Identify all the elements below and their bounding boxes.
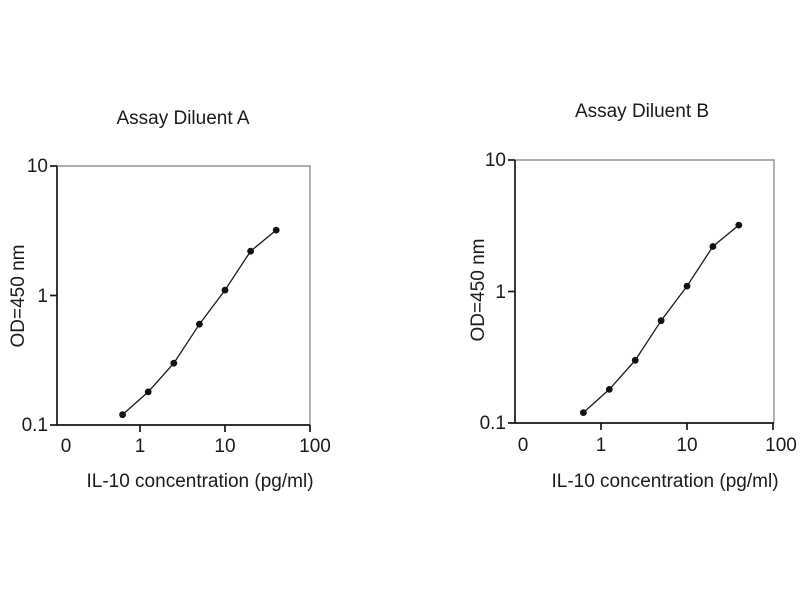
plot-box-border xyxy=(57,165,311,425)
data-point xyxy=(221,286,229,294)
x-tick-label: 10 xyxy=(214,436,236,457)
x-axis-title: IL-10 concentration (pg/ml) xyxy=(86,471,314,492)
data-point xyxy=(683,282,691,290)
y-tick-label: 0.1 xyxy=(21,415,48,436)
axes xyxy=(56,166,310,426)
data-point xyxy=(735,221,743,229)
data-point xyxy=(170,359,178,367)
plot-area-b xyxy=(508,159,775,430)
y-tick-label: 1 xyxy=(37,285,48,307)
data-point xyxy=(119,411,126,419)
data-point xyxy=(272,226,280,234)
data-point xyxy=(247,247,255,255)
x-tick-label: 0 xyxy=(517,435,529,456)
data-point xyxy=(631,356,639,364)
data-point xyxy=(580,409,587,416)
x-tick-label: 1 xyxy=(595,435,607,456)
axes xyxy=(514,160,774,424)
data-point xyxy=(605,386,613,393)
x-tick-label: 1 xyxy=(134,436,146,457)
x-tick-label: 100 xyxy=(765,435,797,456)
plot-area-a xyxy=(50,165,311,432)
x-tick-label: 100 xyxy=(299,436,331,457)
data-point xyxy=(196,320,203,328)
y-tick-label: 10 xyxy=(26,156,48,177)
y-tick-label: 0.1 xyxy=(479,413,506,434)
data-point xyxy=(709,243,717,250)
x-tick-label: 10 xyxy=(676,435,698,456)
plot-box-border xyxy=(515,159,775,423)
chart-title: Assay Diluent A xyxy=(116,108,250,129)
y-tick-label: 10 xyxy=(484,150,506,171)
x-tick-label: 0 xyxy=(60,436,72,457)
y-tick-label: 1 xyxy=(495,281,506,303)
data-point xyxy=(657,317,665,325)
x-axis-title: IL-10 concentration (pg/ml) xyxy=(551,471,779,492)
data-point xyxy=(144,388,152,396)
chart-title: Assay Diluent B xyxy=(574,101,710,122)
